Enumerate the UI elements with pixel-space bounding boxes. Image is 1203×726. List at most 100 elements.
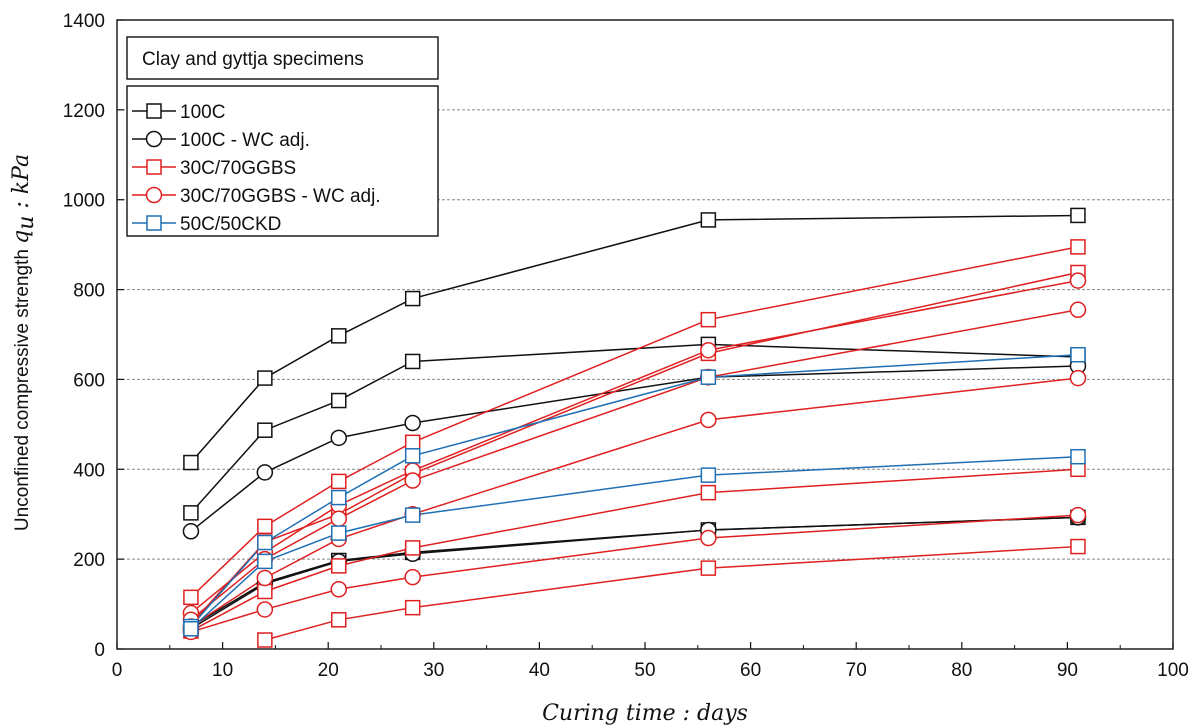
legend-marker (145, 130, 163, 148)
data-point (331, 612, 347, 628)
data-point (256, 601, 274, 618)
x-tick-label: 0 (112, 660, 123, 681)
data-point (404, 353, 421, 370)
data-point (331, 328, 347, 344)
series-13 (190, 353, 1079, 628)
data-point (257, 534, 273, 551)
data-point (331, 473, 347, 490)
data-point (700, 341, 717, 359)
data-point (257, 583, 273, 600)
y-axis-title-unit: : kPa (9, 154, 34, 216)
series-markers-5 (183, 239, 1086, 606)
data-point (1069, 506, 1087, 524)
legend-item: 30C/70GGBS - WC adj. (132, 186, 381, 207)
series-line (190, 516, 1078, 630)
y-axis-title-symbol: q (9, 230, 34, 244)
legend-label: 30C/70GGBS (180, 158, 296, 179)
series-4 (190, 516, 1078, 630)
legend-marker (145, 186, 163, 204)
data-point (404, 540, 421, 556)
series-line (190, 455, 1078, 630)
legend-marker (146, 103, 162, 119)
series-layer (182, 207, 1087, 648)
data-point (404, 599, 421, 616)
y-axis-title-subscript: u (14, 216, 39, 230)
series-5 (190, 246, 1079, 598)
y-tick-label: 1200 (63, 101, 105, 122)
x-tick-label: 70 (846, 660, 867, 681)
series-line (190, 516, 1078, 628)
y-axis-title: Unconfined compressive strength qu : kPa (9, 154, 39, 531)
data-point (700, 212, 717, 228)
series-line (190, 377, 1079, 628)
series-line (190, 343, 1078, 514)
x-axis-ticks: 0 10 20 30 40 50 60 70 80 90 100 (112, 642, 1189, 681)
series-3 (190, 365, 1078, 532)
data-point (1070, 239, 1086, 255)
data-point (257, 370, 273, 386)
legend-label: 50C/50CKD (180, 214, 281, 235)
x-tick-label: 100 (1157, 660, 1189, 681)
data-point (330, 510, 348, 527)
legend-label: 100C (180, 102, 225, 123)
series-line (190, 514, 1079, 633)
legend-marker (146, 215, 162, 231)
data-point (700, 484, 717, 501)
series-14 (190, 455, 1078, 630)
series-markers-14 (183, 448, 1086, 637)
data-point (331, 525, 347, 541)
series-line (264, 545, 1079, 641)
legend: 100C 100C - WC adj. 30C/70GGBS 30C/70GGBS -… (126, 85, 439, 237)
data-point (404, 472, 421, 489)
series-7 (190, 468, 1079, 632)
data-point (1069, 301, 1087, 319)
x-tick-label: 10 (212, 660, 233, 681)
series-1 (190, 343, 1078, 514)
y-tick-label: 600 (73, 370, 105, 391)
data-point (1070, 448, 1086, 465)
data-point (330, 580, 348, 598)
series-12 (190, 514, 1079, 633)
x-tick-label: 30 (423, 660, 444, 681)
series-markers-0 (183, 207, 1086, 471)
series-line (190, 365, 1078, 532)
series-10 (190, 309, 1079, 621)
x-tick-label: 40 (529, 660, 550, 681)
legend-frame (126, 85, 439, 237)
data-point (700, 411, 717, 429)
legend-label: 30C/70GGBS - WC adj. (180, 186, 381, 207)
series-line (190, 246, 1079, 598)
data-point (1070, 538, 1086, 555)
data-point (404, 568, 421, 586)
data-point (183, 505, 199, 521)
data-point (1069, 272, 1087, 289)
legend-marker (146, 159, 162, 175)
series-line (190, 279, 1079, 614)
data-point (331, 558, 347, 574)
data-point (331, 392, 347, 409)
data-point (183, 589, 199, 606)
x-tick-label: 20 (318, 660, 339, 681)
data-point (257, 518, 273, 535)
data-point (257, 422, 273, 438)
data-point (257, 632, 273, 648)
x-axis-title: Curing time : days (542, 701, 748, 726)
y-tick-label: 800 (73, 281, 105, 302)
data-point (700, 467, 717, 483)
series-markers-13 (183, 346, 1086, 635)
series-markers-8 (257, 538, 1086, 648)
data-point (700, 529, 717, 547)
data-point (404, 507, 421, 523)
legend-item: 30C/70GGBS (132, 158, 296, 179)
y-tick-label: 400 (73, 460, 105, 481)
series-2 (190, 516, 1078, 628)
series-markers-6 (183, 264, 1086, 633)
legend-title: Clay and gyttja specimens (142, 49, 364, 70)
data-point (1070, 207, 1086, 224)
series-line (190, 468, 1079, 632)
series-line (190, 214, 1078, 464)
y-axis-ticks: 0 200 400 600 800 1000 1200 1400 (63, 11, 124, 661)
y-axis-title-text: Unconfined compressive strength (12, 249, 33, 531)
data-point (404, 448, 421, 464)
